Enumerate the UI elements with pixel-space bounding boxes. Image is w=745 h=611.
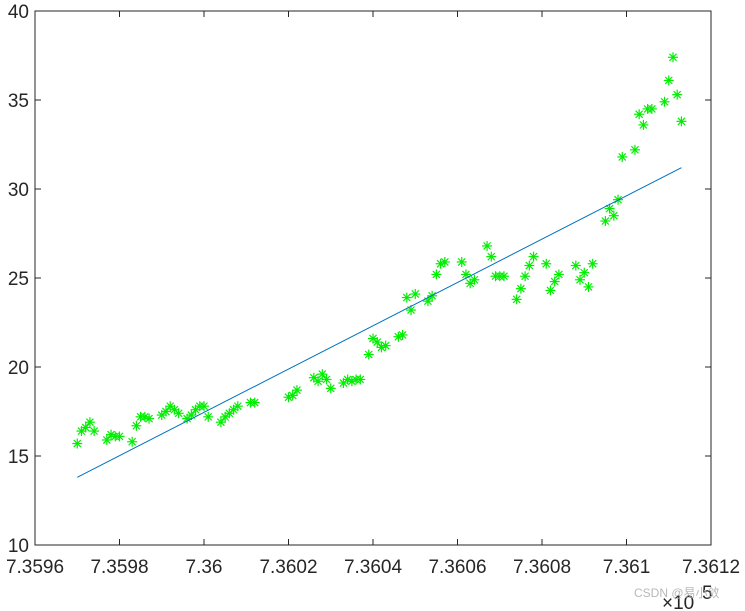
scatter-point <box>629 144 640 155</box>
scatter-point <box>89 426 100 437</box>
y-tick-label: 10 <box>8 536 29 557</box>
scatter-point <box>393 331 404 342</box>
scatter-point <box>545 285 556 296</box>
scatter-point <box>355 374 366 385</box>
x-exponent-power: 5 <box>702 583 713 604</box>
y-tick-label: 35 <box>8 91 29 112</box>
scatter-point <box>80 422 91 433</box>
y-tick-label: 20 <box>8 358 29 379</box>
x-tick-label: 7.3612 <box>682 557 740 578</box>
scatter-point <box>287 390 298 401</box>
scatter-point <box>638 119 649 130</box>
y-tick-label: 25 <box>8 269 29 290</box>
scatter-point <box>570 260 581 271</box>
scatter-point <box>160 406 171 417</box>
scatter-point <box>528 251 539 262</box>
scatter-point <box>575 274 586 285</box>
scatter-point <box>583 281 594 292</box>
x-tick-label: 7.3604 <box>344 557 403 578</box>
scatter-point <box>144 413 155 424</box>
scatter-point <box>325 383 336 394</box>
scatter-point <box>397 329 408 340</box>
y-tick-label: 30 <box>8 180 29 201</box>
scatter-point <box>101 434 112 445</box>
scatter-point <box>486 251 497 262</box>
scatter-point <box>667 52 678 63</box>
scatter-point <box>541 258 552 269</box>
scatter-point <box>199 401 209 412</box>
plot-area <box>35 11 711 545</box>
scatter-point <box>634 109 645 120</box>
x-tick-label: 7.3602 <box>259 557 317 578</box>
scatter-point <box>672 89 683 100</box>
y-tick-label: 15 <box>8 447 29 468</box>
x-tick-label: 7.36 <box>186 557 223 578</box>
scatter-point <box>646 103 657 114</box>
scatter-point <box>72 438 83 449</box>
scatter-point <box>456 256 467 267</box>
scatter-point <box>604 203 615 214</box>
watermark: CSDN @易小敛 <box>634 585 720 600</box>
scatter-point <box>376 342 387 353</box>
scatter-point <box>524 260 535 271</box>
scatter-point <box>663 75 674 86</box>
scatter-point <box>106 429 117 440</box>
scatter-point <box>469 274 480 285</box>
x-tick-label: 7.3608 <box>513 557 571 578</box>
scatter-point <box>363 349 374 360</box>
scatter-point <box>317 369 328 380</box>
scatter-point <box>600 216 611 227</box>
x-exponent-label: ×10 <box>662 593 694 611</box>
x-tick-label: 7.3606 <box>428 557 486 578</box>
scatter-point <box>291 385 302 396</box>
scatter-point <box>482 240 493 251</box>
scatter-point <box>321 374 332 385</box>
scatter-point <box>283 392 294 403</box>
scatter-point <box>220 411 231 422</box>
scatter-point <box>439 256 450 267</box>
scatter-point <box>498 271 509 282</box>
scatter-point <box>659 96 670 107</box>
data-layer <box>72 52 687 478</box>
scatter-point <box>232 401 243 412</box>
scatter-point <box>401 292 412 303</box>
scatter-point <box>553 269 564 280</box>
scatter-point <box>520 271 531 282</box>
scatter-point <box>380 340 391 351</box>
scatter-point <box>190 404 201 415</box>
scatter-point <box>346 376 357 387</box>
scatter-point <box>435 258 446 269</box>
tick-layer: 7.3596 7.3598 7.36 7.3602 7.3604 7.3606 7.3608… <box>6 2 740 578</box>
scatter-point <box>372 337 383 348</box>
scatter-point <box>587 258 598 269</box>
scatter-point <box>249 397 260 408</box>
scatter-point <box>549 276 560 287</box>
x-tick-label: 7.361 <box>603 557 651 578</box>
x-tick-label: 7.3596 <box>6 557 64 578</box>
scatter-point <box>131 420 142 431</box>
scatter-point <box>515 283 526 294</box>
scatter-point <box>410 289 421 300</box>
scatter-point <box>431 269 442 280</box>
scatter-point <box>608 210 619 221</box>
scatter-point <box>579 267 590 278</box>
scatter-point <box>114 431 125 442</box>
scatter-point <box>127 436 138 447</box>
scatter-point <box>511 294 522 305</box>
scatter-point <box>84 417 95 428</box>
x-tick-label: 7.3598 <box>90 557 148 578</box>
scatter-point <box>203 411 214 422</box>
scatter-point <box>215 417 226 428</box>
scatter-point <box>676 116 687 127</box>
scatter-point <box>173 408 184 419</box>
fit-line <box>77 167 682 478</box>
scatter-point <box>313 376 324 387</box>
y-tick-label: 40 <box>8 2 29 23</box>
scatter-point <box>617 151 628 162</box>
scatter-point <box>139 411 150 422</box>
